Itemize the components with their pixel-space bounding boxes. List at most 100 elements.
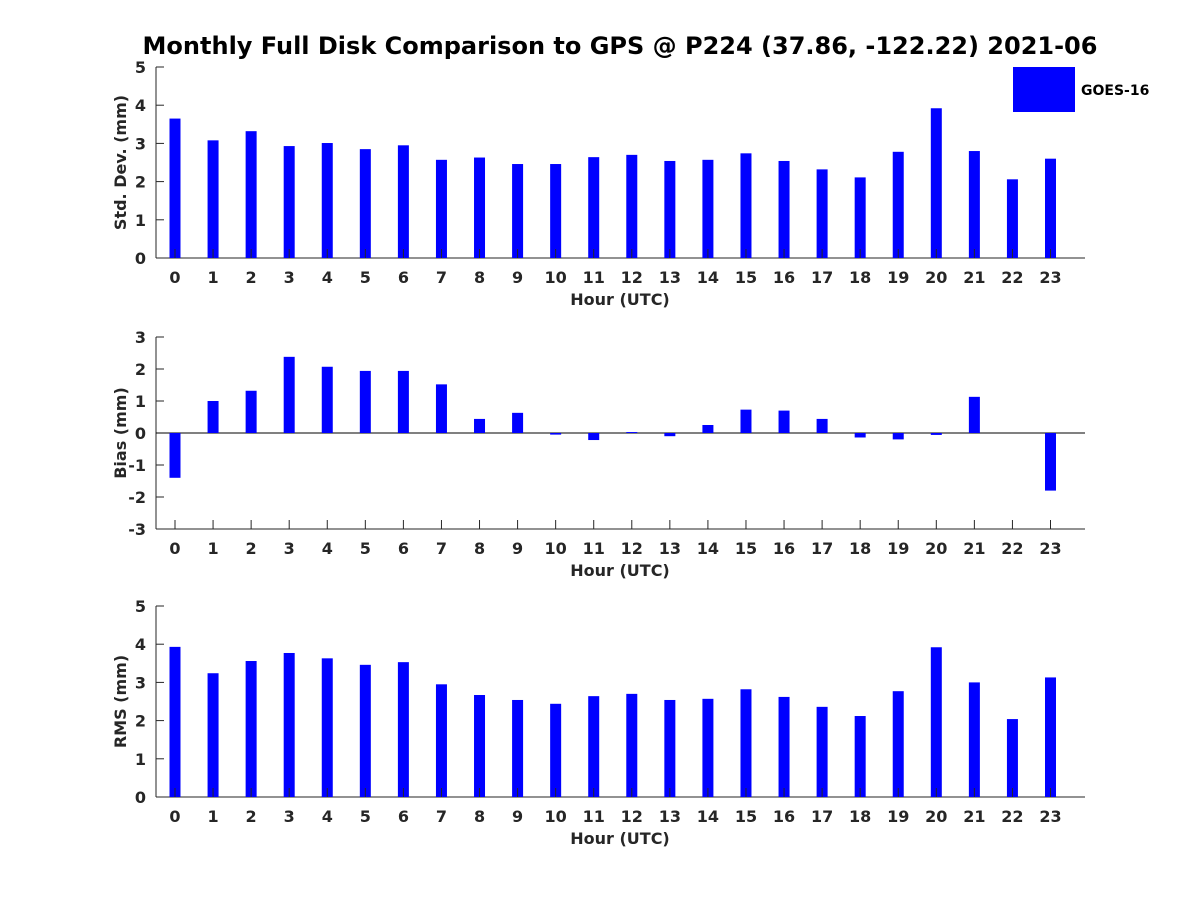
x-tick-label: 18 — [849, 539, 871, 558]
bar-stddev-hour-13 — [664, 160, 676, 258]
bar-stddev-hour-10 — [550, 164, 562, 258]
bar-bias-hour-11 — [588, 433, 600, 441]
y-axis-label: Std. Dev. (mm) — [111, 95, 130, 230]
bar-stddev-hour-15 — [740, 153, 752, 258]
bar-rms-hour-10 — [550, 703, 562, 797]
x-tick-label: 12 — [621, 539, 643, 558]
x-tick-label: 1 — [207, 807, 218, 826]
x-tick-label: 0 — [169, 807, 180, 826]
bar-bias-hour-16 — [778, 410, 790, 433]
bar-stddev-hour-18 — [854, 177, 866, 258]
x-tick-label: 4 — [322, 268, 333, 287]
x-tick-label: 4 — [322, 807, 333, 826]
x-tick-label: 20 — [925, 268, 947, 287]
x-tick-label: 8 — [474, 539, 485, 558]
bar-bias-hour-15 — [740, 409, 752, 433]
bar-stddev-hour-4 — [321, 143, 333, 258]
bar-rms-hour-20 — [930, 647, 942, 797]
bar-bias-hour-7 — [435, 384, 447, 433]
y-tick-label: 3 — [135, 673, 146, 692]
x-tick-label: 23 — [1039, 268, 1061, 287]
x-tick-label: 12 — [621, 807, 643, 826]
bar-stddev-hour-22 — [1006, 179, 1018, 258]
x-axis-label: Hour (UTC) — [570, 829, 670, 848]
x-tick-label: 3 — [284, 807, 295, 826]
bar-rms-hour-2 — [245, 661, 257, 797]
x-tick-label: 0 — [169, 268, 180, 287]
x-tick-label: 9 — [512, 807, 523, 826]
x-tick-label: 17 — [811, 539, 833, 558]
x-tick-label: 14 — [697, 268, 719, 287]
bar-stddev-hour-9 — [512, 164, 524, 258]
x-tick-label: 6 — [398, 268, 409, 287]
bar-bias-hour-18 — [854, 433, 866, 438]
bar-bias-hour-0 — [169, 433, 181, 478]
x-tick-label: 19 — [887, 807, 909, 826]
x-tick-label: 14 — [697, 807, 719, 826]
bar-stddev-hour-14 — [702, 159, 714, 258]
bar-stddev-hour-6 — [397, 145, 409, 258]
bar-rms-hour-19 — [892, 691, 904, 797]
y-tick-label: 5 — [135, 58, 146, 77]
y-tick-label: 1 — [135, 392, 146, 411]
bar-stddev-hour-7 — [435, 159, 447, 258]
x-tick-label: 16 — [773, 807, 795, 826]
bar-bias-hour-9 — [512, 412, 524, 433]
bar-bias-hour-17 — [816, 418, 828, 433]
x-tick-label: 13 — [659, 807, 681, 826]
x-tick-label: 13 — [659, 268, 681, 287]
bar-rms-hour-9 — [512, 699, 524, 797]
bar-rms-hour-22 — [1006, 719, 1018, 797]
bar-rms-hour-16 — [778, 696, 790, 797]
y-tick-label: 1 — [135, 750, 146, 769]
x-tick-label: 2 — [246, 268, 257, 287]
bar-stddev-hour-2 — [245, 131, 257, 258]
x-tick-label: 6 — [398, 807, 409, 826]
bar-bias-hour-8 — [474, 418, 486, 433]
y-tick-label: 3 — [135, 328, 146, 347]
x-tick-label: 3 — [284, 539, 295, 558]
x-tick-label: 23 — [1039, 539, 1061, 558]
bar-stddev-hour-8 — [474, 157, 486, 258]
bar-rms-hour-11 — [588, 696, 600, 797]
x-tick-label: 10 — [545, 268, 567, 287]
x-tick-label: 7 — [436, 539, 447, 558]
bar-stddev-hour-5 — [359, 149, 371, 258]
x-tick-label: 20 — [925, 539, 947, 558]
x-tick-label: 2 — [246, 539, 257, 558]
bar-stddev-hour-11 — [588, 157, 600, 258]
x-axis-label: Hour (UTC) — [570, 561, 670, 580]
chart-title: Monthly Full Disk Comparison to GPS @ P2… — [143, 32, 1098, 60]
y-tick-label: -2 — [128, 488, 146, 507]
x-tick-label: 9 — [512, 539, 523, 558]
bar-bias-hour-12 — [626, 432, 638, 433]
x-tick-label: 5 — [360, 268, 371, 287]
y-tick-label: -1 — [128, 456, 146, 475]
x-tick-label: 22 — [1001, 807, 1023, 826]
x-tick-label: 17 — [811, 807, 833, 826]
x-tick-label: 12 — [621, 268, 643, 287]
bar-bias-hour-5 — [359, 370, 371, 433]
x-tick-label: 1 — [207, 268, 218, 287]
legend-swatch — [1013, 67, 1075, 112]
bar-rms-hour-4 — [321, 658, 333, 797]
x-tick-label: 22 — [1001, 268, 1023, 287]
x-tick-label: 7 — [436, 807, 447, 826]
x-tick-label: 22 — [1001, 539, 1023, 558]
x-tick-label: 1 — [207, 539, 218, 558]
bar-bias-hour-23 — [1045, 433, 1056, 491]
x-tick-label: 2 — [246, 807, 257, 826]
x-tick-label: 9 — [512, 268, 523, 287]
x-tick-label: 18 — [849, 807, 871, 826]
bar-stddev-hour-3 — [283, 146, 295, 258]
x-tick-label: 6 — [398, 539, 409, 558]
bar-rms-hour-0 — [169, 646, 181, 797]
x-tick-label: 5 — [360, 539, 371, 558]
bar-bias-hour-6 — [397, 370, 409, 433]
bar-rms-hour-13 — [664, 699, 676, 797]
bar-rms-hour-8 — [474, 695, 486, 797]
y-axis-label: Bias (mm) — [111, 387, 130, 479]
x-tick-label: 7 — [436, 268, 447, 287]
x-tick-label: 19 — [887, 539, 909, 558]
bar-stddev-hour-19 — [892, 151, 904, 258]
